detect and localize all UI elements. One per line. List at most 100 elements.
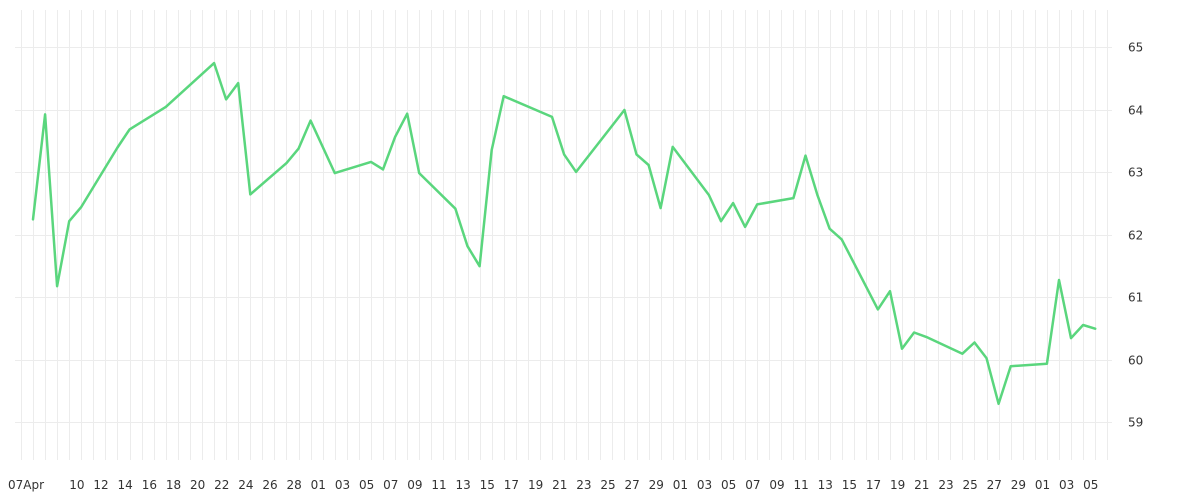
data-point[interactable] — [972, 340, 978, 346]
data-point[interactable] — [923, 334, 929, 340]
x-tick-label: 26 — [262, 478, 277, 492]
x-tick-label: 25 — [962, 478, 977, 492]
x-tick-label: 25 — [600, 478, 615, 492]
x-tick-label: 11 — [793, 478, 808, 492]
data-point[interactable] — [66, 218, 72, 224]
data-point[interactable] — [646, 162, 652, 168]
data-point[interactable] — [1092, 326, 1098, 332]
x-tick-label: 01 — [1035, 478, 1050, 492]
x-tick-label: 23 — [938, 478, 953, 492]
data-point[interactable] — [621, 107, 627, 113]
grid — [15, 10, 1112, 460]
data-point[interactable] — [718, 218, 724, 224]
data-point[interactable] — [465, 243, 471, 249]
data-point[interactable] — [211, 60, 217, 66]
y-tick-label: 62 — [1128, 229, 1143, 243]
x-tick-label: 15 — [480, 478, 495, 492]
x-tick-label: 05 — [1083, 478, 1098, 492]
x-tick-label: 09 — [407, 478, 422, 492]
data-point[interactable] — [42, 111, 48, 117]
data-point[interactable] — [477, 263, 483, 269]
data-point[interactable] — [706, 192, 712, 198]
data-point[interactable] — [730, 200, 736, 206]
data-point[interactable] — [984, 355, 990, 361]
y-axis-ticks: 59 60 61 62 63 64 65 — [1128, 41, 1143, 430]
data-point[interactable] — [284, 160, 290, 166]
x-tick-label: 07 — [745, 478, 760, 492]
x-tick-label: 27 — [625, 478, 640, 492]
x-axis-ticks: 07Apr 10 12 14 16 18 20 22 24 26 28 01 03 05 07 09 11 13 1… — [8, 478, 1098, 492]
x-tick-label: 20 — [190, 478, 205, 492]
data-point[interactable] — [1068, 335, 1074, 341]
x-tick-label: 07 — [383, 478, 398, 492]
x-tick-label: 05 — [721, 478, 736, 492]
data-point[interactable] — [803, 153, 809, 159]
x-tick-label: 11 — [431, 478, 446, 492]
data-point[interactable] — [78, 204, 84, 210]
x-tick-label: 17 — [866, 478, 881, 492]
data-point[interactable] — [332, 170, 338, 176]
data-point[interactable] — [296, 146, 302, 152]
x-tick-label: 28 — [287, 478, 302, 492]
x-tick-label: 01 — [311, 478, 326, 492]
x-tick-label: 12 — [93, 478, 108, 492]
data-point[interactable] — [887, 288, 893, 294]
data-point[interactable] — [561, 151, 567, 157]
x-tick-label: 07Apr — [8, 478, 44, 492]
data-point[interactable] — [815, 193, 821, 199]
x-tick-label: 16 — [142, 478, 157, 492]
data-point[interactable] — [573, 169, 579, 175]
data-point[interactable] — [368, 159, 374, 165]
x-tick-label: 15 — [842, 478, 857, 492]
data-point[interactable] — [670, 144, 676, 150]
data-point[interactable] — [634, 151, 640, 157]
x-tick-label: 17 — [504, 478, 519, 492]
x-tick-label: 29 — [649, 478, 664, 492]
data-point[interactable] — [163, 104, 169, 110]
data-point[interactable] — [911, 330, 917, 336]
x-tick-label: 21 — [914, 478, 929, 492]
data-point[interactable] — [839, 236, 845, 242]
data-point[interactable] — [1044, 361, 1050, 367]
data-point[interactable] — [827, 226, 833, 232]
data-point[interactable] — [658, 205, 664, 211]
data-point[interactable] — [489, 147, 495, 153]
data-point[interactable] — [959, 351, 965, 357]
x-tick-label: 09 — [769, 478, 784, 492]
x-tick-label: 10 — [69, 478, 84, 492]
data-point[interactable] — [247, 191, 253, 197]
data-point[interactable] — [416, 170, 422, 176]
y-tick-label: 63 — [1128, 166, 1143, 180]
data-point[interactable] — [1080, 322, 1086, 328]
data-point[interactable] — [30, 216, 36, 222]
x-tick-label: 19 — [890, 478, 905, 492]
data-point[interactable] — [127, 126, 133, 132]
data-point[interactable] — [308, 118, 314, 124]
data-point[interactable] — [404, 111, 410, 117]
data-point[interactable] — [1008, 363, 1014, 369]
y-tick-label: 59 — [1128, 416, 1143, 430]
data-point[interactable] — [501, 93, 507, 99]
data-point[interactable] — [392, 134, 398, 140]
x-tick-label: 03 — [697, 478, 712, 492]
x-tick-label: 13 — [456, 478, 471, 492]
data-point[interactable] — [875, 306, 881, 312]
x-tick-label: 21 — [552, 478, 567, 492]
data-point[interactable] — [380, 166, 386, 172]
data-point[interactable] — [1056, 277, 1062, 283]
data-point[interactable] — [223, 96, 229, 102]
data-point[interactable] — [754, 201, 760, 207]
data-point[interactable] — [549, 114, 555, 120]
series-layer — [30, 60, 1098, 407]
data-point[interactable] — [115, 145, 121, 151]
data-point[interactable] — [996, 401, 1002, 407]
data-point[interactable] — [742, 224, 748, 230]
data-point[interactable] — [235, 80, 241, 86]
series-line — [31, 61, 1097, 406]
data-point[interactable] — [54, 283, 60, 289]
data-point[interactable] — [790, 195, 796, 201]
data-point[interactable] — [452, 206, 458, 212]
data-point[interactable] — [899, 346, 905, 352]
x-tick-label: 13 — [818, 478, 833, 492]
